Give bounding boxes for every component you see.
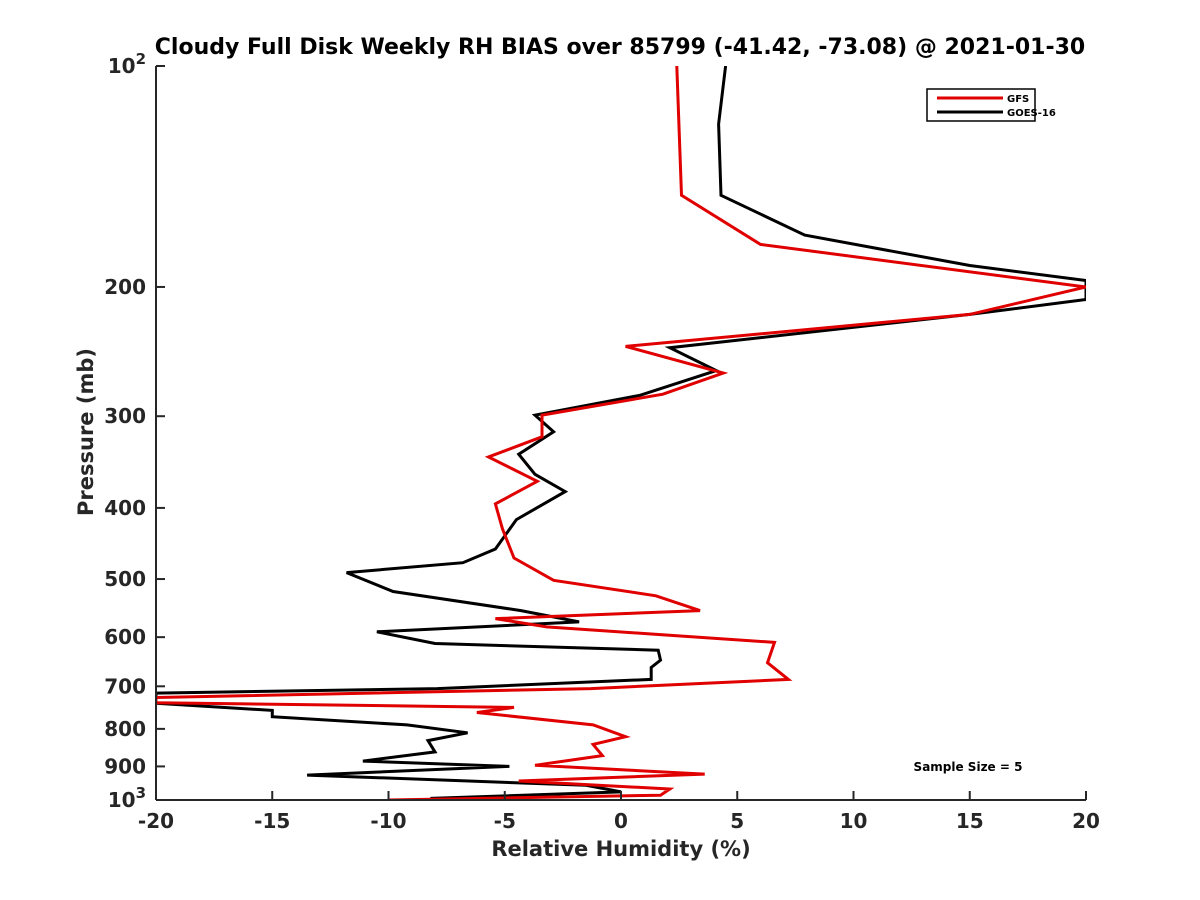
- x-tick-label: 15: [956, 809, 984, 833]
- legend: GFS GOES-16: [926, 88, 1056, 122]
- x-tick-label: -15: [254, 809, 290, 833]
- y-tick-label: 800: [104, 717, 146, 741]
- y-tick-label: 103: [108, 784, 146, 812]
- x-tick-label: 10: [840, 809, 868, 833]
- y-tick-label: 102: [108, 50, 146, 78]
- y-tick-label-exponent: 3: [136, 784, 146, 802]
- y-tick-label: 200: [104, 275, 146, 299]
- x-axis-label: Relative Humidity (%): [491, 837, 750, 861]
- y-axis-label: Pressure (mb): [74, 348, 98, 516]
- y-tick-label-base: 10: [108, 54, 136, 78]
- x-tick-label: 5: [730, 809, 744, 833]
- y-tick-label-base: 800: [104, 717, 146, 741]
- y-tick-label: 300: [104, 404, 146, 428]
- y-tick-label: 400: [104, 496, 146, 520]
- y-tick-label-base: 400: [104, 496, 146, 520]
- y-tick-label: 500: [104, 567, 146, 591]
- y-tick-label: 600: [104, 625, 146, 649]
- chart-title: Cloudy Full Disk Weekly RH BIAS over 857…: [155, 35, 1085, 60]
- y-tick-label-exponent: 2: [136, 50, 146, 68]
- x-tick-label: 20: [1072, 809, 1100, 833]
- y-tick-label-base: 300: [104, 404, 146, 428]
- series-group: [156, 66, 1086, 800]
- y-tick-label: 900: [104, 754, 146, 778]
- y-tick-label-base: 600: [104, 625, 146, 649]
- sample-size-annotation: Sample Size = 5: [914, 760, 1023, 774]
- x-tick-label: -10: [370, 809, 406, 833]
- x-tick-label: -20: [138, 809, 174, 833]
- legend-label: GFS: [1007, 94, 1029, 105]
- x-tick-label: 0: [614, 809, 628, 833]
- axes-layer: -20 -15 -10 -5 0 5 10 15 20102200300400500600700…: [104, 50, 1100, 833]
- y-tick-label-base: 500: [104, 567, 146, 591]
- y-tick-label-base: 10: [108, 788, 136, 812]
- y-tick-label-base: 900: [104, 754, 146, 778]
- x-tick-label: -5: [494, 809, 516, 833]
- legend-box: [926, 88, 1036, 122]
- legend-label: GOES-16: [1007, 108, 1056, 119]
- series-layer: [156, 66, 1086, 800]
- y-tick-label: 700: [104, 674, 146, 698]
- y-tick-label-base: 200: [104, 275, 146, 299]
- y-tick-label-base: 700: [104, 674, 146, 698]
- series-line-gfs: [156, 66, 1086, 800]
